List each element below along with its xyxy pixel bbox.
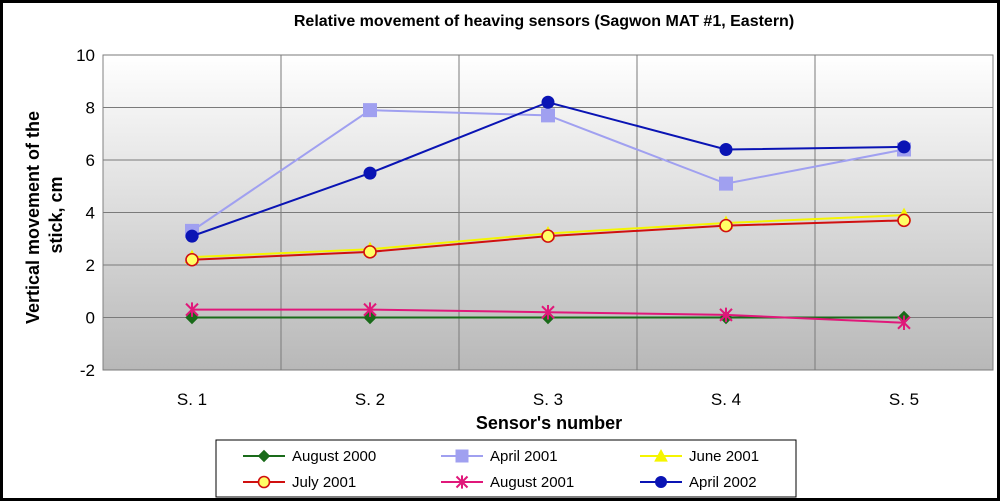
y-tick-label: 2 xyxy=(86,256,95,275)
legend-box xyxy=(215,439,797,498)
data-point xyxy=(541,305,555,320)
data-point xyxy=(363,166,377,180)
data-point xyxy=(719,307,733,323)
x-axis-title: Sensor's number xyxy=(476,413,622,433)
data-point xyxy=(897,213,911,228)
legend-item: July 2001 xyxy=(243,474,356,491)
legend-marker xyxy=(655,476,667,488)
legend-label: August 2001 xyxy=(490,474,574,491)
chart-title: Relative movement of heaving sensors (Sa… xyxy=(294,13,794,30)
legend-marker xyxy=(455,449,469,463)
legend-label: June 2001 xyxy=(689,448,759,465)
series-group xyxy=(185,95,911,243)
y-axis-title-line-1: Vertical movement of the xyxy=(23,111,43,324)
legend-item: April 2002 xyxy=(640,474,757,491)
x-tick-label: S. 1 xyxy=(177,390,207,409)
legend-marker xyxy=(455,475,469,489)
data-point xyxy=(897,140,911,154)
legend-label: July 2001 xyxy=(292,474,356,491)
y-tick-label: 0 xyxy=(86,309,95,328)
legend-item: April 2001 xyxy=(441,448,558,465)
x-tick-label: S. 5 xyxy=(889,390,919,409)
y-axis-title: Vertical movement of the stick, cm xyxy=(23,106,66,324)
legend-marker xyxy=(257,449,271,463)
y-tick-label: 6 xyxy=(86,151,95,170)
data-point xyxy=(363,245,377,259)
legend-label: April 2001 xyxy=(490,448,558,465)
x-tick-label: S. 4 xyxy=(711,390,741,409)
data-point xyxy=(185,252,199,267)
legend: August 2000 April 2001 June 2001 July 2001 A… xyxy=(215,439,797,498)
data-point xyxy=(719,176,733,191)
data-point xyxy=(363,302,377,317)
y-tick-label: 4 xyxy=(86,204,95,223)
data-point xyxy=(185,310,199,325)
data-point xyxy=(185,229,199,243)
data-point xyxy=(363,310,377,325)
legend-label: April 2002 xyxy=(689,474,757,491)
line-chart: Relative movement of heaving sensors (Sa… xyxy=(23,13,994,498)
legend-item: August 2000 xyxy=(243,448,376,465)
legend-marker xyxy=(654,448,668,462)
x-tick-label: S. 3 xyxy=(533,390,563,409)
data-point xyxy=(719,218,733,233)
series-group xyxy=(185,213,911,267)
legend-label: August 2000 xyxy=(292,448,376,465)
data-point xyxy=(541,229,555,243)
legend-marker xyxy=(257,475,271,489)
y-tick-label: 8 xyxy=(86,99,95,118)
data-point xyxy=(185,302,199,317)
x-tick-label: S. 2 xyxy=(355,390,385,409)
data-point xyxy=(541,95,555,109)
y-tick-label: 10 xyxy=(76,46,95,65)
legend-item: August 2001 xyxy=(441,474,574,491)
data-point xyxy=(719,143,733,156)
legend-item: June 2001 xyxy=(640,448,759,465)
y-axis-title-line-2: stick, cm xyxy=(46,176,66,253)
series-group xyxy=(185,302,911,330)
data-point xyxy=(363,103,377,118)
data-point xyxy=(897,315,911,330)
y-tick-label: -2 xyxy=(80,361,95,380)
data-point xyxy=(541,108,555,123)
